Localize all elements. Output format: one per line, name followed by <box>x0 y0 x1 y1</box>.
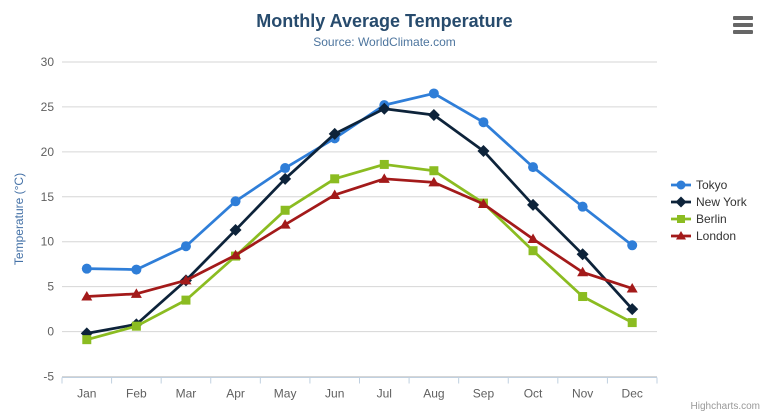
legend-label: Tokyo <box>696 177 728 192</box>
legend-item-london[interactable]: London <box>671 227 747 244</box>
data-point-london[interactable] <box>230 249 242 260</box>
legend-label: London <box>696 228 737 243</box>
data-point-new-york[interactable] <box>527 198 540 211</box>
data-point-tokyo[interactable] <box>577 201 588 212</box>
credits-link[interactable]: Highcharts.com <box>690 401 760 412</box>
diamond-legend-icon <box>671 196 691 207</box>
data-point-new-york[interactable] <box>477 144 490 157</box>
data-point-new-york[interactable] <box>576 248 589 261</box>
y-axis-label: 20 <box>41 145 55 159</box>
data-point-tokyo[interactable] <box>230 196 241 207</box>
y-axis-label: 15 <box>41 190 55 204</box>
triangle-legend-icon <box>671 230 691 239</box>
data-point-tokyo[interactable] <box>428 88 439 99</box>
data-point-berlin[interactable] <box>429 166 439 176</box>
x-axis-label: Jan <box>77 387 96 401</box>
data-point-tokyo[interactable] <box>478 117 489 128</box>
data-point-london[interactable] <box>329 189 341 199</box>
circle-legend-icon <box>671 180 691 189</box>
data-point-tokyo[interactable] <box>81 263 92 274</box>
x-axis-label: Aug <box>423 387 444 401</box>
square-legend-icon <box>671 214 691 223</box>
data-point-berlin[interactable] <box>181 295 191 305</box>
data-point-london[interactable] <box>626 282 638 293</box>
x-axis-label: Dec <box>622 387 643 401</box>
data-point-new-york[interactable] <box>427 109 440 122</box>
x-axis-label: Sep <box>473 387 495 401</box>
data-point-tokyo[interactable] <box>528 162 539 173</box>
series-line-new-york <box>85 107 634 335</box>
data-point-london[interactable] <box>279 219 291 229</box>
legend-label: Berlin <box>696 211 727 226</box>
data-point-berlin[interactable] <box>528 246 538 256</box>
y-axis-label: 30 <box>41 55 55 69</box>
data-point-london[interactable] <box>130 288 142 298</box>
data-point-new-york[interactable] <box>328 127 341 140</box>
data-point-london[interactable] <box>477 198 489 208</box>
data-point-london[interactable] <box>527 233 539 244</box>
data-point-london[interactable] <box>577 266 589 277</box>
legend: Tokyo New York Berlin London <box>671 176 747 244</box>
data-point-london[interactable] <box>180 274 192 285</box>
x-axis-label: Jul <box>377 387 392 401</box>
series-line-london <box>85 177 634 298</box>
data-point-london[interactable] <box>378 173 390 183</box>
y-axis-label: 5 <box>47 280 54 294</box>
legend-label: New York <box>696 194 747 209</box>
legend-item-new-york[interactable]: New York <box>671 193 747 210</box>
data-point-berlin[interactable] <box>280 205 290 215</box>
x-axis-label: Nov <box>572 387 593 401</box>
data-point-new-york[interactable] <box>279 172 292 185</box>
x-axis-label: Apr <box>226 387 245 401</box>
data-point-london[interactable] <box>428 176 440 187</box>
data-point-berlin[interactable] <box>379 159 389 169</box>
data-point-berlin[interactable] <box>131 321 141 331</box>
hamburger-menu-icon[interactable] <box>733 16 753 34</box>
x-axis-label: Oct <box>524 387 543 401</box>
data-point-berlin[interactable] <box>82 335 92 345</box>
legend-item-berlin[interactable]: Berlin <box>671 210 747 227</box>
legend-item-tokyo[interactable]: Tokyo <box>671 176 747 193</box>
data-point-london[interactable] <box>81 291 93 301</box>
data-point-new-york[interactable] <box>229 224 242 237</box>
chart-title: Monthly Average Temperature <box>256 11 513 31</box>
data-point-tokyo[interactable] <box>627 240 638 251</box>
x-axis-label: Feb <box>126 387 147 401</box>
data-point-tokyo[interactable] <box>180 241 191 252</box>
x-axis-label: May <box>274 387 297 401</box>
data-point-berlin[interactable] <box>330 174 340 184</box>
series-line-berlin <box>85 163 634 342</box>
y-axis-label: -5 <box>43 370 54 384</box>
chart-subtitle: Source: WorldClimate.com <box>313 35 456 49</box>
data-point-berlin[interactable] <box>627 318 637 328</box>
x-axis-label: Mar <box>176 387 197 401</box>
data-point-tokyo[interactable] <box>280 163 291 174</box>
data-point-new-york[interactable] <box>626 303 639 316</box>
x-axis-label: Jun <box>325 387 344 401</box>
y-axis-label: 25 <box>41 100 55 114</box>
data-point-berlin[interactable] <box>578 292 588 302</box>
data-point-tokyo[interactable] <box>131 264 142 275</box>
data-point-new-york[interactable] <box>378 102 391 115</box>
y-axis-label: 0 <box>47 325 54 339</box>
y-axis-label: 10 <box>41 235 55 249</box>
